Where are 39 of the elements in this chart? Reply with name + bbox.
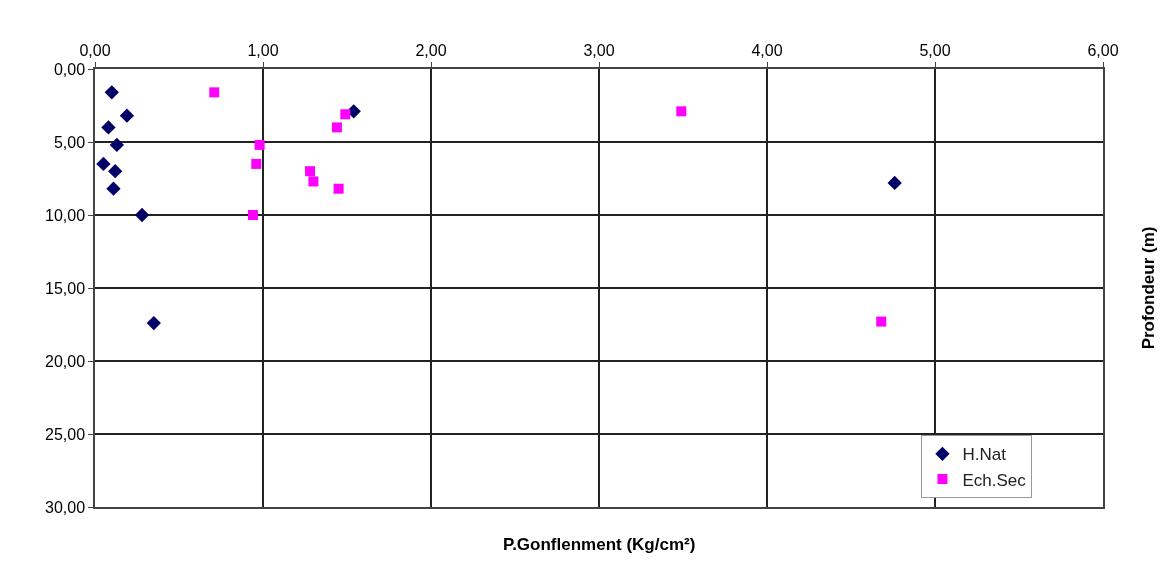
x-tick-label: 4,00 <box>751 41 783 59</box>
point <box>340 109 351 120</box>
y-tick-label: 10,00 <box>45 206 86 224</box>
point <box>308 176 319 187</box>
x-tick-label: 6,00 <box>1087 41 1119 59</box>
point <box>101 120 116 135</box>
y-tick-label: 25,00 <box>45 425 86 443</box>
point <box>876 316 887 327</box>
y-tick-label: 15,00 <box>45 279 86 297</box>
y-tick-label: 0,00 <box>53 60 86 78</box>
point <box>331 122 342 133</box>
point <box>887 175 902 191</box>
point <box>247 210 258 220</box>
point <box>209 87 220 98</box>
point <box>134 207 150 223</box>
point <box>251 158 262 169</box>
legend-label: Ech.Sec <box>962 470 1027 490</box>
point <box>119 108 135 123</box>
x-tick-label: 1,00 <box>247 41 279 59</box>
y-tick-label: 30,00 <box>45 498 86 516</box>
x-tick-label: 5,00 <box>919 41 951 59</box>
point <box>305 166 316 177</box>
point <box>676 106 687 117</box>
x-tick-label: 3,00 <box>583 41 615 59</box>
point <box>333 183 344 194</box>
y-tick-label: 20,00 <box>45 352 86 370</box>
x-tick-label: 0,00 <box>79 41 111 59</box>
point <box>254 139 265 150</box>
x-axis-title: P.Gonflenment (Kg/cm²) <box>503 535 696 554</box>
point <box>108 164 123 179</box>
y-axis-title: Profondeur (m) <box>1139 226 1159 350</box>
point <box>96 156 111 172</box>
point <box>109 137 124 153</box>
x-tick-label: 2,00 <box>415 41 447 59</box>
point <box>146 315 161 331</box>
point <box>106 181 121 196</box>
y-tick-label: 5,00 <box>53 133 86 151</box>
legend-label: H.Nat <box>962 445 1007 465</box>
point <box>104 85 119 100</box>
